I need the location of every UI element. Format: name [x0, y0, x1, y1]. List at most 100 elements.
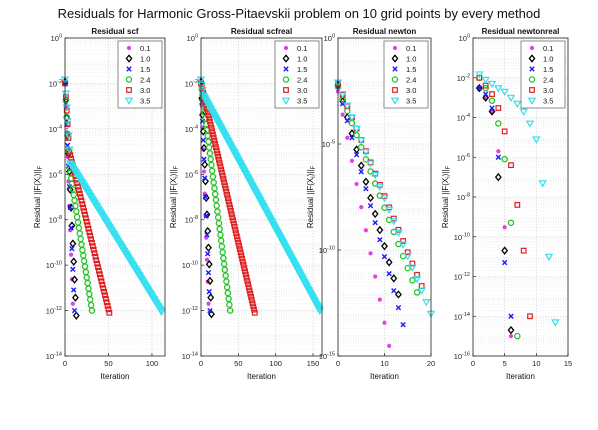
data-point [475, 71, 484, 79]
data-point [206, 115, 213, 122]
legend-marker [529, 45, 535, 51]
data-point [205, 251, 211, 257]
legend-entry: 1.0 [391, 54, 416, 63]
data-point [207, 121, 214, 128]
data-point [380, 195, 389, 203]
legend-entry: 1.0 [125, 54, 150, 63]
data-point [84, 222, 91, 229]
data-point [395, 290, 402, 299]
data-point [370, 172, 380, 180]
data-point [76, 187, 82, 194]
data-point [377, 297, 382, 302]
data-point [229, 214, 236, 221]
series-3.0 [476, 74, 533, 320]
legend-label: 1.0 [406, 54, 416, 63]
data-point [375, 183, 385, 191]
data-point [99, 281, 106, 288]
data-point [476, 74, 483, 81]
legend-entry: 3.5 [527, 96, 553, 105]
data-point [345, 135, 350, 140]
data-point [507, 325, 515, 335]
data-point [413, 289, 421, 296]
legend-label: 1.5 [297, 65, 307, 74]
series-1.5 [335, 84, 406, 328]
legend-label: 3.0 [140, 86, 150, 95]
data-point [395, 304, 402, 311]
data-point [357, 144, 365, 151]
legend-box [520, 40, 566, 109]
data-point [74, 180, 81, 187]
legend-entry: 2.4 [125, 75, 150, 84]
data-point [206, 276, 214, 286]
data-point [82, 215, 89, 222]
legend-entry: 0.1 [529, 44, 553, 53]
legend-entry: 0.1 [392, 44, 416, 53]
y-tick-label: 10-6 [185, 170, 198, 180]
data-point [201, 160, 209, 169]
data-point [81, 208, 88, 215]
data-point [520, 247, 527, 254]
chart-3: 10-15 10-10 10-5 100 0 10 20 Residual newton Ite… [306, 27, 436, 381]
y-axis-label: Residual ||F(Xi)||F [169, 166, 180, 229]
data-point [519, 108, 528, 116]
data-point [65, 146, 74, 154]
legend-label: 2.4 [406, 75, 416, 84]
data-point [243, 274, 250, 281]
data-point [495, 154, 502, 160]
data-point [495, 120, 502, 127]
data-point [501, 155, 508, 163]
data-point [221, 266, 229, 274]
x-tick-label: 10 [380, 359, 388, 368]
data-point [216, 156, 222, 163]
data-point [366, 160, 375, 168]
data-point [223, 284, 231, 291]
y-tick-label: 10-10 [182, 261, 198, 271]
data-point [66, 185, 74, 194]
series-3.5 [196, 76, 325, 315]
data-point [385, 258, 393, 267]
data-point [215, 153, 222, 160]
data-point [89, 243, 96, 250]
legend-marker [283, 66, 289, 72]
data-point [362, 156, 370, 163]
data-point [359, 205, 364, 210]
data-point [214, 208, 221, 215]
data-point [71, 293, 79, 302]
data-point [382, 320, 387, 325]
legend-label: 1.0 [140, 54, 150, 63]
data-point [207, 118, 213, 125]
data-point [501, 128, 508, 135]
series-1.5 [476, 85, 514, 319]
data-point [226, 201, 233, 208]
data-point [241, 265, 248, 272]
x-tick-label: 0 [63, 359, 67, 368]
data-point [371, 209, 379, 219]
data-point [508, 334, 514, 339]
data-point [204, 257, 210, 262]
y-axis-label: Residual ||F(Xi)||F [306, 166, 317, 229]
legend-marker [391, 54, 399, 63]
data-point [80, 204, 87, 211]
legend-entry: 0.1 [283, 44, 307, 53]
legend: 0.11.0 1.52.4 3.03.5 [383, 40, 429, 109]
data-point [71, 275, 79, 284]
data-point [214, 214, 222, 221]
legend-marker [392, 87, 398, 93]
data-point [78, 197, 85, 204]
data-point [489, 105, 495, 111]
data-point [417, 287, 426, 295]
data-point [230, 217, 237, 224]
data-point [361, 148, 371, 157]
y-tick-label: 10-2 [185, 79, 198, 89]
data-point [200, 137, 206, 143]
data-point [514, 202, 521, 208]
legend-marker [125, 54, 133, 63]
data-point [212, 141, 219, 147]
data-point [92, 253, 99, 260]
figure-title: Residuals for Harmonic Gross-Pitaevskii … [57, 6, 541, 21]
legend-label: 2.4 [140, 75, 150, 84]
data-point [64, 132, 73, 140]
data-point [389, 218, 399, 226]
data-point [197, 81, 206, 90]
legend-marker [391, 76, 399, 83]
